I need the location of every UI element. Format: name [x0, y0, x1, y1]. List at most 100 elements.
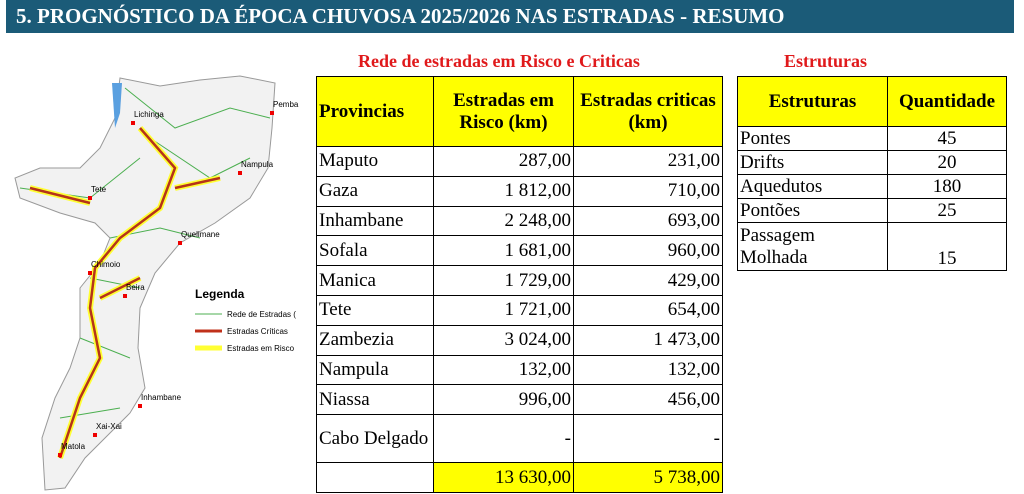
row: Zambezia 3 024,00 1 473,00: [316, 324, 723, 356]
value-cell: 1 729,00: [433, 265, 574, 296]
province-cell: Manica: [316, 265, 434, 296]
city-label: Chimoio: [91, 260, 121, 269]
map: Lichinga Pemba Nampula Tete Quelimane Chimoio…: [14, 75, 299, 491]
value-cell: -: [433, 414, 574, 464]
value-cell: 231,00: [573, 146, 723, 177]
row: Manica 1 729,00 429,00: [316, 265, 723, 296]
total-row: 13 630,00 5 738,00: [316, 462, 723, 494]
quantity-cell: 180: [887, 174, 1007, 199]
row: Nampula 132,00 132,00: [316, 354, 723, 386]
column-header: Estradas criticas (km): [573, 76, 723, 147]
city-label: Lichinga: [134, 110, 164, 119]
value-cell: 710,00: [573, 175, 723, 207]
column-header: Provincias: [316, 76, 434, 147]
province-cell: Cabo Delgado: [316, 414, 434, 464]
city-marker: [178, 241, 182, 245]
roads-table: Provincias Estradas em Risco (km) Estradas…: [316, 76, 723, 494]
value-cell: 960,00: [573, 235, 723, 267]
value-cell: 1 681,00: [433, 235, 574, 267]
city-label: Matola: [61, 442, 86, 451]
critical-roads: [29, 127, 221, 459]
province-cell: Gaza: [316, 175, 434, 207]
row: Aquedutos 180: [737, 174, 1007, 199]
value-cell: 2 248,00: [433, 205, 574, 237]
row: Tete 1 721,00 654,00: [316, 294, 723, 326]
city-marker: [131, 121, 135, 125]
province-cell: Niassa: [316, 384, 434, 416]
legend-label: Rede de Estradas (: [227, 310, 296, 319]
row: Maputo 287,00 231,00: [316, 146, 723, 177]
header-row: Provincias Estradas em Risco (km) Estradas…: [316, 76, 723, 147]
city-marker: [138, 404, 142, 408]
value-cell: 1 812,00: [433, 175, 574, 207]
header-title: 5. PROGNÓSTICO DA ÉPOCA CHUVOSA 2025/202…: [6, 0, 1014, 33]
city-marker: [123, 294, 127, 298]
value-cell: 996,00: [433, 384, 574, 416]
total-cell: 13 630,00: [433, 462, 574, 494]
city-marker: [238, 171, 242, 175]
value-cell: 287,00: [433, 146, 574, 177]
city-label: Xai-Xai: [96, 422, 122, 431]
legend-label: Estradas Críticas: [227, 327, 288, 336]
value-cell: -: [573, 414, 723, 464]
province-cell: Maputo: [316, 146, 434, 177]
value-cell: 1 721,00: [433, 294, 574, 326]
structures-table: Estruturas Quantidade Pontes 45 Drifts 20 Aque…: [737, 76, 1007, 271]
cities: Lichinga Pemba Nampula Tete Quelimane Chimoio…: [58, 100, 299, 457]
province-cell: Sofala: [316, 235, 434, 267]
structure-cell: Aquedutos: [737, 174, 888, 199]
legend: Rede de Estradas ( Estradas Críticas Estra…: [195, 310, 296, 353]
city-label: Nampula: [241, 160, 274, 169]
structure-cell: Drifts: [737, 150, 888, 175]
row: Niassa 996,00 456,00: [316, 384, 723, 416]
header-row: Estruturas Quantidade: [737, 76, 1007, 127]
quantity-cell: 45: [887, 126, 1007, 151]
city-marker: [88, 196, 92, 200]
city-label: Quelimane: [181, 230, 220, 239]
legend-title: Legenda: [195, 287, 245, 301]
column-header: Estradas em Risco (km): [433, 76, 574, 147]
empty-cell: [316, 462, 434, 494]
city-marker: [270, 111, 274, 115]
city-marker: [93, 433, 97, 437]
lake: [112, 83, 122, 128]
row: Sofala 1 681,00 960,00: [316, 235, 723, 267]
structures-caption: Estruturas: [784, 51, 868, 71]
row: Gaza 1 812,00 710,00: [316, 175, 723, 207]
province-cell: Tete: [316, 294, 434, 326]
city-marker: [58, 453, 62, 457]
city-label: Beira: [126, 283, 145, 292]
row: Pontes 45: [737, 126, 1007, 151]
quantity-cell: 20: [887, 150, 1007, 175]
total-cell: 5 738,00: [573, 462, 723, 494]
province-cell: Inhambane: [316, 205, 434, 237]
row: Pontões 25: [737, 198, 1007, 223]
city-label: Inhambane: [141, 393, 182, 402]
row: Inhambane 2 248,00 693,00: [316, 205, 723, 237]
row: Cabo Delgado - -: [316, 414, 723, 464]
value-cell: 429,00: [573, 265, 723, 296]
value-cell: 132,00: [573, 354, 723, 386]
value-cell: 456,00: [573, 384, 723, 416]
legend-label: Estradas em Risco: [227, 344, 295, 353]
structure-cell: Pontes: [737, 126, 888, 151]
quantity-cell: 25: [887, 198, 1007, 223]
value-cell: 3 024,00: [433, 324, 574, 356]
row: Drifts 20: [737, 150, 1007, 175]
roads-caption: Rede de estradas em Risco e Criticas: [358, 51, 640, 71]
value-cell: 1 473,00: [573, 324, 723, 356]
value-cell: 693,00: [573, 205, 723, 237]
value-cell: 132,00: [433, 354, 574, 386]
city-label: Tete: [91, 185, 107, 194]
structure-cell: Pontões: [737, 198, 888, 223]
city-label: Pemba: [273, 100, 299, 109]
province-cell: Nampula: [316, 354, 434, 386]
value-cell: 654,00: [573, 294, 723, 326]
quantity-cell: 15: [887, 222, 1007, 271]
province-cell: Zambezia: [316, 324, 434, 356]
column-header: Estruturas: [737, 76, 888, 127]
city-marker: [88, 271, 92, 275]
row: Passagem Molhada 15: [737, 222, 1007, 271]
column-header: Quantidade: [887, 76, 1007, 127]
